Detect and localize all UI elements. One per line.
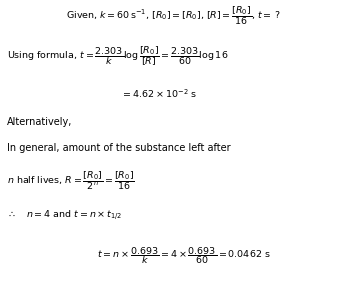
Text: Given, $k=60\,\mathrm{s}^{-1}$, $[R_0]=[R_0]$, $[R]=\dfrac{[R_0]}{16}$, $t=\,?$: Given, $k=60\,\mathrm{s}^{-1}$, $[R_0]=[… [66,4,281,27]
Text: Using formula, $t=\dfrac{2.303}{k}\log\dfrac{[R_0]}{[R]}=\dfrac{2.303}{60}\log 1: Using formula, $t=\dfrac{2.303}{k}\log\d… [7,45,228,68]
Text: $\therefore\quad n=4$ and $t=n\times t_{1/2}$: $\therefore\quad n=4$ and $t=n\times t_{… [7,208,122,222]
Text: $n$ half lives, $R=\dfrac{[R_0]}{2^n}=\dfrac{[R_0]}{16}$: $n$ half lives, $R=\dfrac{[R_0]}{2^n}=\d… [7,170,135,192]
Text: Alternatively,: Alternatively, [7,117,72,127]
Text: In general, amount of the substance left after: In general, amount of the substance left… [7,142,230,153]
Text: $t=n\times\dfrac{0.693}{k}=4\times\dfrac{0.693}{60}=0.0462$ s: $t=n\times\dfrac{0.693}{k}=4\times\dfrac… [97,245,271,266]
Text: $=4.62\times10^{-2}$ s: $=4.62\times10^{-2}$ s [121,88,198,100]
